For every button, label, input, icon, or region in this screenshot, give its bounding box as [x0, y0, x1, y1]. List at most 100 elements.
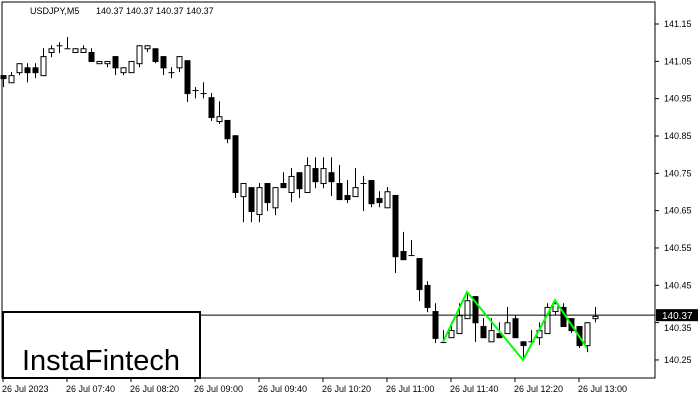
candle	[104, 60, 111, 68]
candle-body-bull	[552, 303, 559, 313]
x-tick-label: 26 Jul 12:20	[514, 384, 563, 394]
candle	[256, 183, 263, 223]
plot-frame	[1, 1, 656, 379]
candle-body-bull	[352, 187, 359, 198]
candle-body-bear	[312, 168, 319, 183]
x-tick-label: 26 Jul 09:00	[194, 384, 243, 394]
candle-body-bull	[320, 168, 327, 185]
candle-body-bear	[432, 311, 439, 339]
candle	[112, 56, 119, 76]
candle-body-bear	[32, 67, 39, 74]
candle	[336, 165, 343, 201]
candle	[184, 60, 191, 103]
candle	[464, 292, 471, 320]
candle-body-bear	[336, 183, 343, 201]
candle-body-bull	[288, 175, 295, 193]
y-tick-label: 140.55	[664, 243, 692, 253]
candle	[32, 63, 39, 79]
candle-body-bear	[424, 284, 431, 308]
candle	[344, 180, 351, 204]
candle-body-bull	[176, 56, 183, 69]
candle	[24, 63, 31, 83]
candle	[168, 67, 175, 79]
current-price-tag: 140.37	[656, 309, 698, 322]
candle	[144, 45, 151, 52]
candle	[176, 56, 183, 73]
candle	[48, 45, 55, 58]
candle	[400, 231, 407, 261]
candle	[56, 42, 63, 54]
y-tick-label: 140.65	[664, 206, 692, 216]
candle	[88, 48, 95, 62]
candle	[272, 187, 279, 216]
candle	[264, 183, 271, 212]
x-tick-label: 26 Jul 11:40	[450, 384, 498, 394]
candle-body-bull	[40, 56, 47, 77]
candle-body-bull	[80, 48, 87, 53]
pattern-line	[442, 290, 588, 362]
candle-body-bull	[48, 48, 55, 53]
candle-body-bear	[264, 183, 271, 204]
candle	[432, 303, 439, 344]
candle-body-bear	[400, 250, 407, 261]
candle	[416, 258, 423, 301]
candle-body-bull	[304, 165, 311, 193]
candle-body-bear	[224, 119, 231, 140]
candle	[232, 135, 239, 198]
candle-body-bear	[160, 56, 167, 69]
candle-body-bear	[248, 187, 255, 213]
candles	[0, 37, 599, 360]
candle	[136, 45, 143, 68]
x-tick-label: 26 Jul 13:00	[578, 384, 627, 394]
candle	[392, 194, 399, 273]
candle	[64, 37, 71, 50]
candle	[40, 48, 47, 77]
x-tick-label: 26 Jul 07:40	[66, 384, 115, 394]
chart-ohlc: 140.37 140.37 140.37 140.37	[96, 6, 214, 16]
candle	[192, 87, 199, 99]
candle	[320, 157, 327, 189]
candle-body-bull	[256, 187, 263, 216]
candle-body-bull	[216, 116, 223, 123]
candle	[0, 75, 7, 88]
y-tick-label: 140.45	[664, 280, 692, 290]
candle	[248, 187, 255, 223]
x-tick-label: 26 Jul 11:00	[386, 384, 434, 394]
candle-body-bull	[136, 45, 143, 65]
candle-body-bear	[392, 194, 399, 258]
x-tick-label: 26 Jul 09:40	[258, 384, 307, 394]
candle	[8, 72, 15, 84]
candle-body-bull	[8, 75, 15, 84]
x-tick-label: 26 Jul 10:20	[322, 384, 371, 394]
y-tick-label: 140.85	[664, 131, 692, 141]
candle	[328, 157, 335, 197]
x-tick-label: 26 Jul 2023	[2, 384, 49, 394]
candle	[280, 172, 287, 189]
candle-body-bear	[208, 97, 215, 118]
current-price-label: 140.37	[662, 311, 693, 322]
candle-body-bull	[96, 60, 103, 65]
candle	[16, 63, 23, 76]
y-tick-label: 140.95	[664, 94, 692, 104]
candle	[80, 45, 87, 53]
y-tick-label: 140.25	[664, 355, 692, 365]
candle	[512, 315, 519, 339]
candle	[592, 306, 599, 323]
candle-body-bear	[480, 325, 487, 339]
candle-body-bear	[520, 341, 527, 347]
candle-body-bear	[0, 75, 7, 80]
candle	[240, 183, 247, 223]
candle	[152, 48, 159, 64]
candle-body-bull	[240, 183, 247, 198]
y-axis: 141.15 141.05 140.95 140.85 140.75 140.65 140.…	[655, 19, 692, 365]
candle	[480, 318, 487, 339]
candle	[360, 175, 367, 212]
candle-body-bull	[272, 187, 279, 209]
y-tick-label: 141.05	[664, 56, 692, 66]
candle-body-bull	[120, 67, 127, 74]
candle	[304, 157, 311, 193]
candle	[72, 48, 79, 53]
candle-body-bear	[280, 183, 287, 189]
candle-body-bear	[512, 318, 519, 339]
